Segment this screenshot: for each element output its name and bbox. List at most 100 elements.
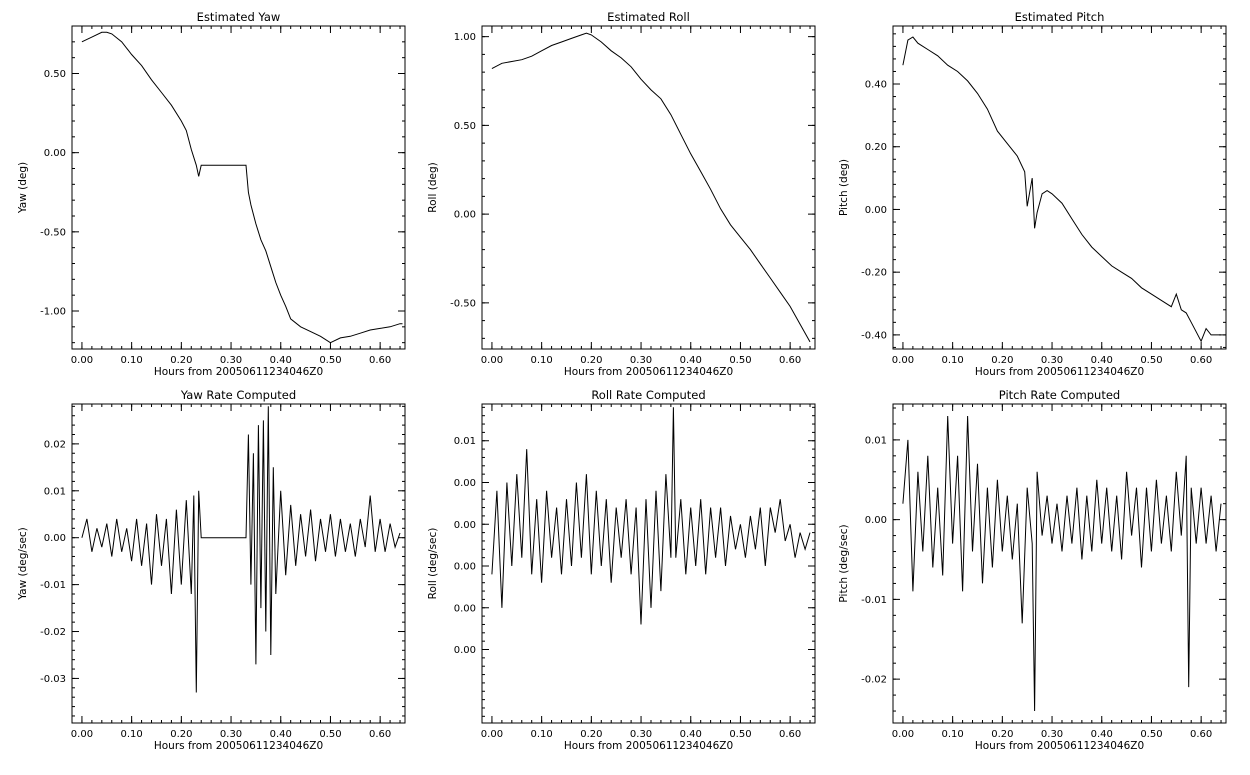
y-tick-label: 0.50 (454, 121, 476, 132)
plot-frame (892, 25, 1227, 350)
chart-panel-4: Yaw Rate Computed Hours from 200506112340… (17, 388, 406, 752)
x-tick-label: 0.50 (319, 355, 341, 366)
x-tick-label: 0.00 (481, 355, 503, 366)
x-axis-label: Hours from 20050611234046Z0 (975, 740, 1144, 752)
series-line-1 (491, 407, 811, 625)
chart-panel-6: Pitch Rate Computed Hours from 2005061123… (838, 388, 1227, 752)
x-tick-label: 0.50 (319, 729, 341, 740)
x-tick-label: 0.30 (1041, 729, 1063, 740)
y-tick-label: -0.40 (861, 330, 887, 341)
series-line-1 (902, 415, 1222, 712)
x-tick-label: 0.40 (1091, 355, 1113, 366)
x-tick-label: 0.50 (1140, 355, 1162, 366)
x-tick-label: 0.00 (71, 355, 93, 366)
y-tick-label: -0.03 (40, 674, 66, 685)
x-tick-label: 0.30 (220, 729, 242, 740)
x-tick-label: 0.60 (1190, 355, 1212, 366)
x-tick-label: 0.40 (1091, 729, 1113, 740)
chart-title: Estimated Yaw (197, 10, 281, 24)
y-tick-label: 0.00 (44, 533, 66, 544)
x-tick-label: 0.30 (1041, 355, 1063, 366)
y-tick-label: -1.00 (40, 307, 66, 318)
y-tick-label: 0.00 (454, 562, 476, 573)
y-tick-label: -0.50 (450, 298, 476, 309)
y-tick-label: 0.00 (454, 210, 476, 221)
plot-frame (481, 25, 816, 350)
x-tick-label: 0.00 (892, 355, 914, 366)
plot-frame (71, 25, 406, 350)
x-axis-label: Hours from 20050611234046Z0 (975, 366, 1144, 378)
y-tick-label: 0.00 (454, 520, 476, 531)
x-tick-label: 0.20 (170, 355, 192, 366)
series-line-1 (902, 36, 1221, 343)
x-tick-label: 0.60 (369, 355, 391, 366)
y-tick-label: 0.00 (865, 205, 887, 216)
y-tick-label: 0.00 (454, 478, 476, 489)
x-tick-label: 0.10 (942, 355, 964, 366)
x-tick-label: 0.50 (729, 729, 751, 740)
chart-title: Estimated Roll (607, 10, 690, 24)
x-axis-label: Hours from 20050611234046Z0 (154, 366, 323, 378)
y-tick-label: 0.02 (44, 439, 66, 450)
x-tick-label: 0.60 (369, 729, 391, 740)
y-axis-label: Pitch (deg) (838, 159, 850, 216)
x-tick-label: 0.20 (991, 729, 1013, 740)
y-tick-label: 0.01 (865, 435, 887, 446)
y-tick-label: 0.00 (44, 148, 66, 159)
chart-panel-2: Estimated Roll Hours from 20050611234046Z… (427, 10, 816, 378)
y-tick-label: 0.01 (454, 436, 476, 447)
chart-panel-5: Roll Rate Computed Hours from 20050611234… (427, 388, 816, 752)
x-tick-label: 0.30 (220, 355, 242, 366)
x-tick-label: 0.20 (170, 729, 192, 740)
x-tick-label: 0.40 (680, 729, 702, 740)
x-tick-label: 0.60 (779, 729, 801, 740)
y-axis-label: Roll (deg/sec) (427, 528, 439, 600)
x-tick-label: 0.40 (680, 355, 702, 366)
x-tick-label: 0.20 (580, 729, 602, 740)
y-tick-label: 0.01 (44, 486, 66, 497)
chart-title: Yaw Rate Computed (180, 388, 296, 402)
y-tick-label: 0.50 (44, 69, 66, 80)
chart-title: Estimated Pitch (1015, 10, 1105, 24)
x-axis-label: Hours from 20050611234046Z0 (564, 366, 733, 378)
x-tick-label: 0.10 (531, 355, 553, 366)
x-tick-label: 0.00 (892, 729, 914, 740)
chart-panel-1: Estimated Yaw Hours from 20050611234046Z0… (17, 10, 406, 378)
x-tick-label: 0.10 (121, 729, 143, 740)
x-axis-label: Hours from 20050611234046Z0 (154, 740, 323, 752)
x-tick-label: 0.20 (991, 355, 1013, 366)
y-tick-label: 0.40 (865, 80, 887, 91)
y-axis-label: Pitch (deg/sec) (838, 524, 850, 602)
chart-title: Roll Rate Computed (591, 388, 705, 402)
x-tick-label: 0.10 (942, 729, 964, 740)
chart-title: Pitch Rate Computed (999, 388, 1120, 402)
x-tick-label: 0.30 (630, 355, 652, 366)
x-tick-label: 0.00 (71, 729, 93, 740)
y-axis-label: Roll (deg) (427, 162, 439, 212)
x-tick-label: 0.40 (270, 729, 292, 740)
x-axis-label: Hours from 20050611234046Z0 (564, 740, 733, 752)
x-tick-label: 0.50 (1140, 729, 1162, 740)
x-tick-label: 0.60 (1190, 729, 1212, 740)
x-tick-label: 0.10 (531, 729, 553, 740)
y-tick-label: 0.00 (454, 603, 476, 614)
x-tick-label: 0.50 (729, 355, 751, 366)
y-tick-label: 0.00 (865, 515, 887, 526)
y-tick-label: 0.00 (454, 645, 476, 656)
x-tick-label: 0.00 (481, 729, 503, 740)
y-axis-label: Yaw (deg) (17, 162, 29, 214)
series-line-1 (81, 406, 401, 693)
y-tick-label: 0.20 (865, 142, 887, 153)
plot-frame (71, 403, 406, 724)
y-tick-label: -0.50 (40, 227, 66, 238)
y-tick-label: -0.01 (40, 580, 66, 591)
x-tick-label: 0.60 (779, 355, 801, 366)
x-tick-label: 0.30 (630, 729, 652, 740)
x-tick-label: 0.10 (121, 355, 143, 366)
y-tick-label: -0.20 (861, 268, 887, 279)
x-tick-label: 0.40 (270, 355, 292, 366)
plot-frame (892, 403, 1227, 724)
y-tick-label: -0.02 (40, 627, 66, 638)
y-tick-label: -0.02 (861, 675, 887, 686)
